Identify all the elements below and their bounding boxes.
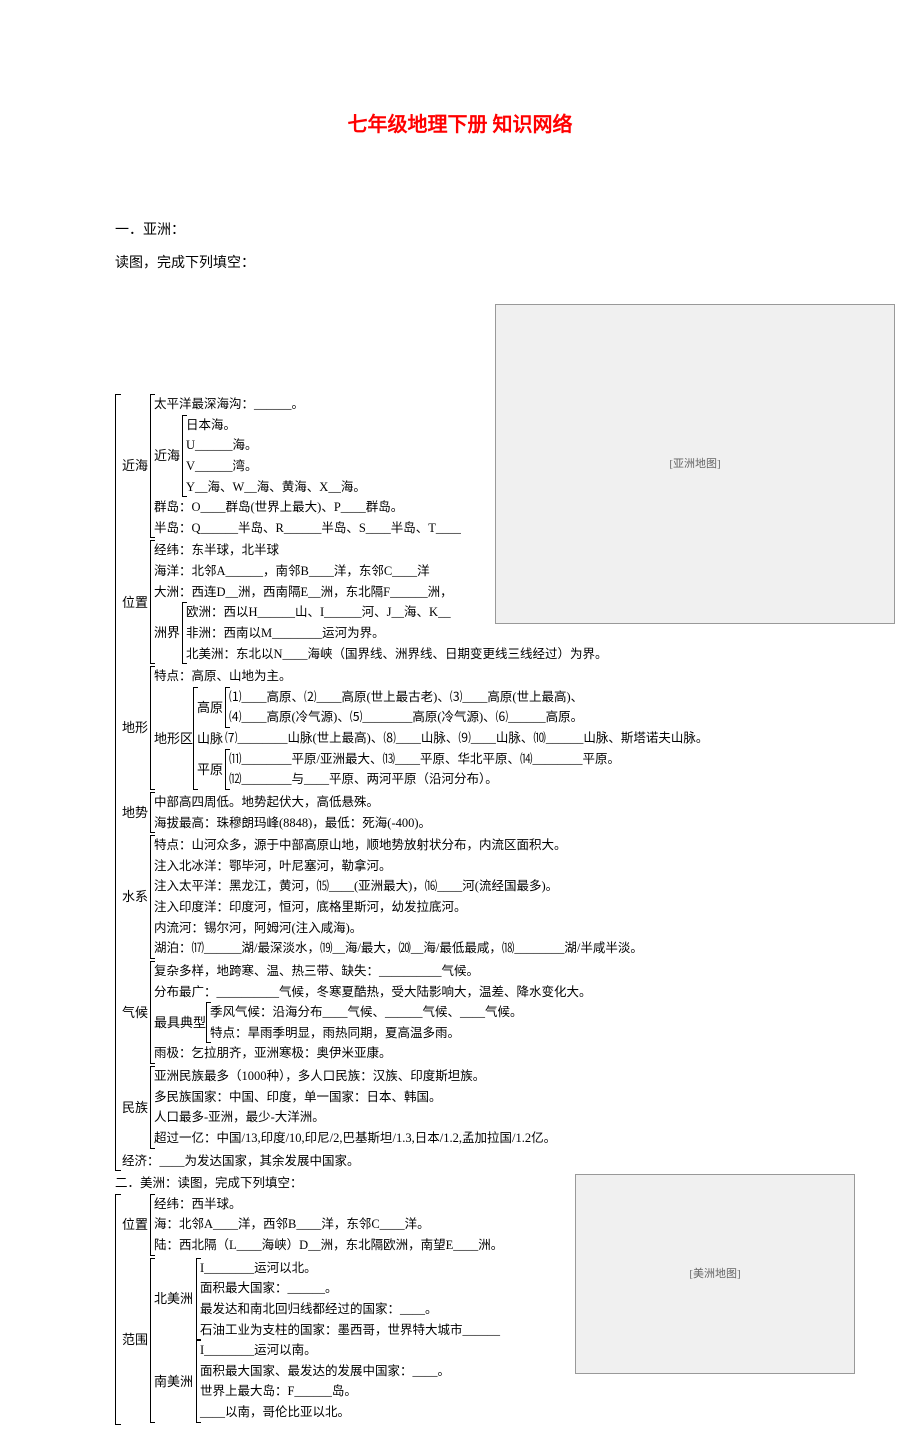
economy-line: 经济：____为发达国家，其余发展中国家。: [122, 1151, 805, 1172]
sa-canal: I________运河以南。: [200, 1340, 450, 1361]
climate-feature: 特点：旱雨季明显，雨热同期，夏高温多雨。: [210, 1023, 523, 1044]
americas-map-placeholder: [美洲地图]: [575, 1174, 855, 1374]
sa-label: 南美洲: [154, 1340, 196, 1423]
sea-yw: Y__海、W__海、黄海、X__海。: [186, 477, 366, 498]
ethnic-over100m: 超过一亿：中国/13,印度/10,印尼/2,巴基斯坦/1.3,日本/1.2,孟加…: [154, 1128, 556, 1149]
na-canal: I________运河以北。: [200, 1258, 500, 1279]
ethnic-most: 亚洲民族最多（1000种），多人口民族：汉族、印度斯坦族。: [154, 1066, 556, 1087]
loc-namerica: 北美洲：东北以N____海峡（国界线、洲界线、日期变更线三线经过）为界。: [186, 644, 608, 665]
ethnic-pop: 人口最多-亚洲，最少-大洋洲。: [154, 1107, 556, 1128]
sa-south: ____以南，哥伦比亚以北。: [200, 1402, 450, 1423]
region-label: 地形区: [154, 687, 193, 790]
na-oil: 石油工业为支柱的国家：墨西哥，世界特大城市______: [200, 1320, 500, 1341]
mountain-label: 山脉: [197, 728, 225, 749]
am-location-label: 位置: [122, 1194, 150, 1256]
climate-extreme: 雨极：乞拉朋齐，亚洲寒极：奥伊米亚康。: [154, 1043, 592, 1064]
sea-u: U______海。: [186, 435, 366, 456]
climate-monsoon: 季风气候：沿海分布____气候、______气候、____气候。: [210, 1002, 523, 1023]
plateau1: ⑴____高原、⑵____高原(世上最古老)、⑶____高原(世上最高)、: [229, 687, 583, 708]
sea-japan: 日本海。: [186, 415, 366, 436]
am-sea: 海：北邻A____洋，西邻B____洋，东邻C____洋。: [154, 1214, 503, 1235]
terrain-label: 地形: [122, 666, 150, 790]
asia-instruction: 读图，完成下列填空：: [115, 253, 805, 274]
nearsea-label: 近海: [122, 394, 150, 538]
peninsulas-line: 半岛：Q______半岛、R______半岛、S____半岛、T____: [154, 518, 461, 539]
page-title: 七年级地理下册 知识网络: [115, 110, 805, 140]
islands-line: 群岛：O____群岛(世界上最大)、P____群岛。: [154, 497, 461, 518]
asia-heading: 一．亚洲：: [115, 220, 805, 241]
ethnic-label: 民族: [122, 1066, 150, 1149]
topo-extreme: 海拔最高：珠穆朗玛峰(8848)，最低：死海(-400)。: [154, 813, 431, 834]
rivers-feature: 特点：山河众多，源于中部高原山地，顺地势放射状分布，内流区面积大。: [154, 835, 643, 856]
rivers-inland: 内流河：锡尔河，阿姆河(注入咸海)。: [154, 918, 643, 939]
rivers-arctic: 注入北冰洋：鄂毕河，叶尼塞河，勒拿河。: [154, 856, 643, 877]
am-land: 陆：西北隔（L____海峡）D__洲，东北隔欧洲，南望E____洲。: [154, 1235, 503, 1256]
ethnic-multi: 多民族国家：中国、印度，单一国家：日本、韩国。: [154, 1087, 556, 1108]
plain-label: 平原: [197, 749, 225, 790]
climate-widest: 分布最广：__________气候，冬寒夏酷热，受大陆影响大，温差、降水变化大。: [154, 982, 592, 1003]
am-latlong: 经纬：西半球。: [154, 1194, 503, 1215]
loc-africa: 非洲：西南以M________运河为界。: [186, 623, 608, 644]
rivers-indian: 注入印度洋：印度河，恒河，底格里斯河，幼发拉底河。: [154, 897, 643, 918]
na-label: 北美洲: [154, 1258, 196, 1341]
plateau-label: 高原: [197, 687, 225, 728]
location-label: 位置: [122, 540, 150, 664]
am-range-label: 范围: [122, 1258, 150, 1423]
asia-map-placeholder: [亚洲地图]: [495, 304, 895, 624]
trench-line: 太平洋最深海沟：______。: [154, 394, 461, 415]
rivers-pacific: 注入太平洋：黑龙江，黄河，⒂____(亚洲最大)，⒃____河(流经国最多)。: [154, 876, 643, 897]
sea-sublabel: 近海: [154, 415, 182, 498]
plain1: ⑾________平原/亚洲最大、⒀____平原、华北平原、⒁________平…: [229, 749, 620, 770]
topo-label: 地势: [122, 792, 150, 833]
sea-v: V______湾。: [186, 456, 366, 477]
borders-label: 洲界: [154, 602, 182, 664]
sa-largest: 面积最大国家、最发达的发展中国家：____。: [200, 1361, 450, 1382]
plateau2: ⑷____高原(冷气源)、⑸________高原(冷气源)、⑹______高原。: [229, 707, 583, 728]
topo-feature: 中部高四周低。地势起伏大，高低悬殊。: [154, 792, 431, 813]
plain2: ⑿________与____平原、两河平原（沿河分布）。: [229, 769, 620, 790]
rivers-label: 水系: [122, 835, 150, 959]
sa-island: 世界上最大岛：F______岛。: [200, 1381, 450, 1402]
climate-label: 气候: [122, 961, 150, 1064]
typical-label: 最具典型: [154, 1002, 206, 1043]
rivers-lakes: 湖泊：⒄______湖/最深淡水，⒆__海/最大，⒇__海/最低最咸，⒅____…: [154, 938, 643, 959]
mountain: ⑺________山脉(世上最高)、⑻____山脉、⑼____山脉、⑽_____…: [225, 728, 708, 749]
terrain-feature: 特点：高原、山地为主。: [154, 666, 708, 687]
climate-variety: 复杂多样，地跨寒、温、热三带、缺失：__________气候。: [154, 961, 592, 982]
na-largest: 面积最大国家：______。: [200, 1278, 500, 1299]
